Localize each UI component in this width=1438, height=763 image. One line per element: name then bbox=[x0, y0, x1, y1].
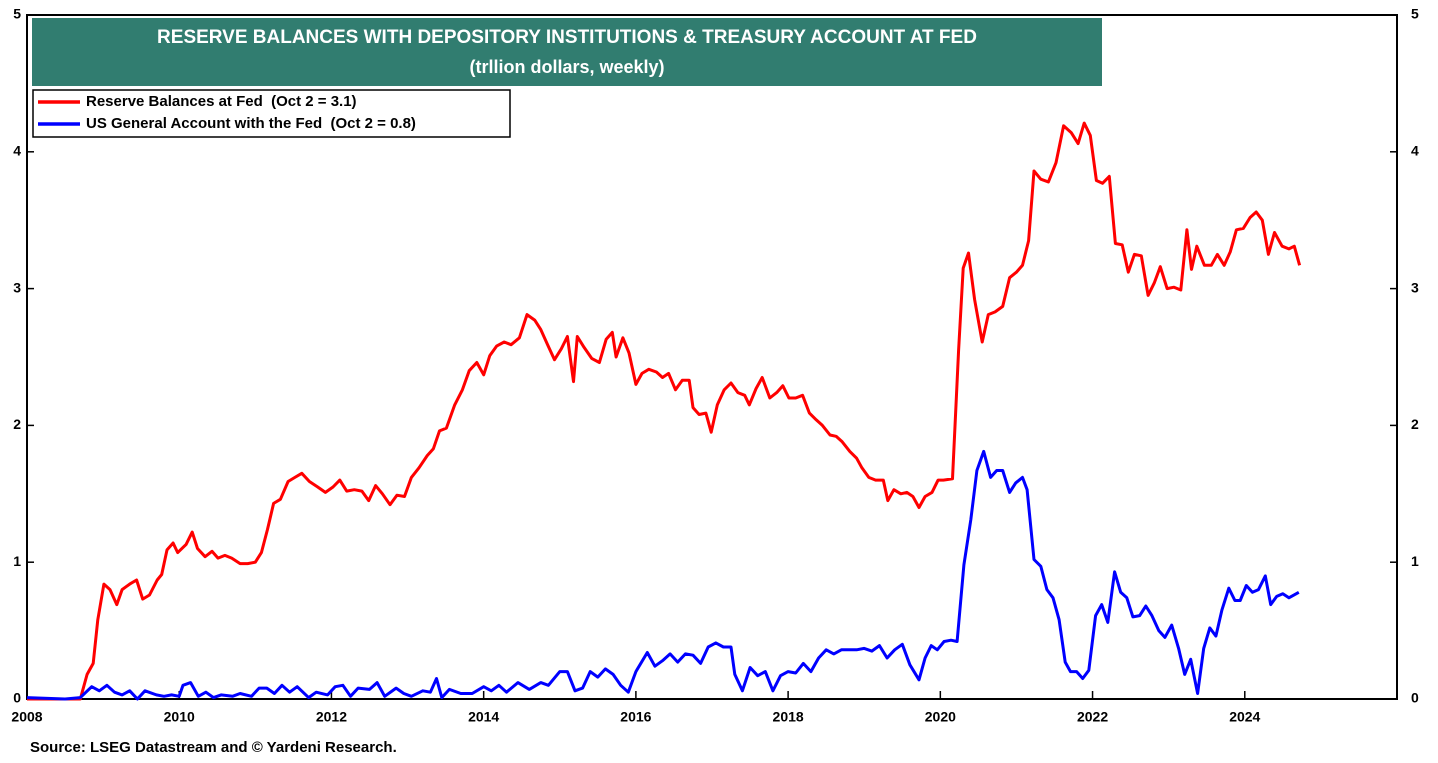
y-tick-label: 0 bbox=[13, 690, 21, 706]
y2-tick-label: 2 bbox=[1411, 416, 1419, 432]
x-tick-label: 2008 bbox=[11, 709, 42, 725]
y-tick-label: 2 bbox=[13, 416, 21, 432]
y2-tick-label: 0 bbox=[1411, 690, 1419, 706]
y-tick-label: 4 bbox=[13, 143, 21, 159]
x-tick-label: 2016 bbox=[620, 709, 651, 725]
x-tick-label: 2020 bbox=[925, 709, 956, 725]
data-line bbox=[26, 449, 1300, 701]
y2-tick-label: 5 bbox=[1411, 6, 1419, 22]
y2-tick-label: 4 bbox=[1411, 143, 1419, 159]
legend-label: Reserve Balances at Fed (Oct 2 = 3.1) bbox=[86, 93, 357, 110]
y-tick-label: 3 bbox=[13, 279, 21, 295]
legend-label: US General Account with the Fed (Oct 2 =… bbox=[86, 115, 416, 132]
y-tick-label: 5 bbox=[13, 6, 21, 22]
x-tick-label: 2022 bbox=[1077, 709, 1108, 725]
plot-frame bbox=[26, 14, 1398, 700]
chart-title: RESERVE BALANCES WITH DEPOSITORY INSTITU… bbox=[157, 27, 977, 48]
source-note: Source: LSEG Datastream and © Yardeni Re… bbox=[30, 739, 397, 756]
x-tick-label: 2012 bbox=[316, 709, 347, 725]
x-tick-label: 2018 bbox=[773, 709, 804, 725]
title-box bbox=[32, 18, 1102, 86]
data-line bbox=[27, 121, 1302, 701]
x-tick-label: 2010 bbox=[164, 709, 195, 725]
y2-tick-label: 3 bbox=[1411, 279, 1419, 295]
y2-tick-label: 1 bbox=[1411, 553, 1419, 569]
legend-box bbox=[32, 89, 511, 138]
chart-subtitle: (trllion dollars, weekly) bbox=[469, 57, 664, 77]
y-tick-label: 1 bbox=[13, 553, 21, 569]
x-tick-label: 2014 bbox=[468, 709, 499, 725]
x-tick-label: 2024 bbox=[1229, 709, 1260, 725]
